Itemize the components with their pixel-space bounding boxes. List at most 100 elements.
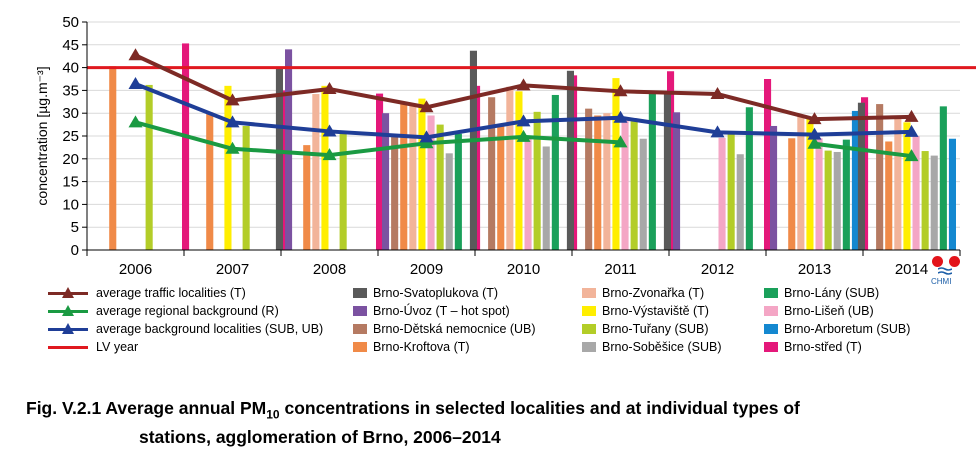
line-marker	[128, 48, 143, 61]
legend-label: LV year	[96, 340, 139, 354]
legend-column-averages: average traffic localities (T) average re…	[48, 284, 323, 356]
legend-triangle-marker	[62, 305, 74, 316]
y-tick-label: 45	[62, 37, 79, 54]
bar	[930, 155, 938, 250]
average-line	[814, 141, 912, 159]
legend-label: average background localities (SUB, UB)	[96, 322, 324, 336]
x-tick-label: 2013	[798, 261, 831, 278]
bar	[630, 121, 638, 251]
x-tick-label: 2014	[895, 261, 928, 278]
legend-line-swatch	[48, 339, 88, 355]
x-tick-label: 2011	[604, 261, 636, 278]
legend-column-stations-3: Brno-Lány (SUB) Brno-Lišeň (UB) Brno-Arbor…	[764, 284, 910, 356]
bar	[542, 146, 550, 250]
legend-item: Brno-Svatoplukova (T)	[353, 284, 536, 302]
legend-label: average traffic localities (T)	[96, 286, 246, 300]
bar	[912, 136, 920, 250]
line-marker	[419, 100, 434, 113]
bar	[663, 92, 671, 250]
bar	[815, 138, 823, 250]
line-marker	[128, 77, 143, 90]
legend-color-swatch	[353, 324, 367, 334]
bar	[603, 113, 611, 250]
bar	[445, 153, 453, 250]
bar	[497, 124, 505, 250]
y-tick-label: 25	[62, 128, 79, 145]
line-marker	[225, 115, 240, 128]
bar	[806, 116, 814, 251]
bar	[436, 124, 444, 250]
y-tick-label: 30	[62, 105, 79, 122]
line-marker	[904, 124, 919, 137]
line-marker	[807, 112, 822, 125]
bar	[948, 138, 956, 250]
legend-label: Brno-Lišeň (UB)	[784, 304, 874, 318]
legend-label: Brno-Výstaviště (T)	[602, 304, 709, 318]
legend-line-swatch	[48, 303, 88, 319]
legend-line-swatch	[48, 285, 88, 301]
legend-item: average regional background (R)	[48, 302, 323, 320]
caption-line-1: Fig. V.2.1 Average annual PM10 concentra…	[26, 397, 956, 426]
line-marker	[322, 124, 337, 137]
bar	[418, 98, 426, 250]
bar	[551, 94, 559, 251]
bar	[612, 78, 620, 250]
bar	[903, 122, 911, 250]
x-tick-label: 2007	[216, 261, 249, 278]
bar	[718, 137, 726, 250]
bar	[736, 154, 744, 250]
line-marker	[710, 87, 725, 100]
legend-item: Brno-Soběšice (SUB)	[582, 338, 722, 356]
bar	[857, 102, 865, 250]
legend-color-swatch	[582, 324, 596, 334]
chmi-logo: CHMI	[928, 256, 964, 286]
bar	[648, 93, 656, 250]
bar	[673, 112, 681, 251]
legend-triangle-marker	[62, 323, 74, 334]
bar	[921, 151, 929, 250]
bar	[339, 132, 347, 250]
line-marker	[419, 130, 434, 143]
x-tick-label: 2008	[313, 261, 346, 278]
y-tick-label: 35	[62, 82, 79, 99]
legend-color-swatch	[764, 306, 778, 316]
bar	[382, 113, 390, 250]
line-marker	[710, 125, 725, 138]
bar	[876, 104, 884, 250]
logo-dot-right	[949, 256, 960, 267]
legend-item: Brno-Arboretum (SUB)	[764, 320, 910, 338]
legend-label: Brno-Kroftova (T)	[373, 340, 470, 354]
legend-label: Brno-Arboretum (SUB)	[784, 322, 911, 336]
line-marker	[904, 149, 919, 162]
legend-color-swatch	[764, 288, 778, 298]
legend-item: average background localities (SUB, UB)	[48, 320, 323, 338]
legend-label: Brno-Zvonařka (T)	[602, 286, 705, 300]
bar	[594, 115, 602, 250]
bar	[770, 125, 778, 250]
line-marker	[322, 82, 337, 95]
bar	[400, 103, 408, 250]
line-marker	[225, 141, 240, 154]
bar	[303, 145, 311, 250]
legend-item: LV year	[48, 338, 323, 356]
bar	[824, 150, 832, 250]
logo-dot-left	[932, 256, 943, 267]
legend-item: Brno-Zvonařka (T)	[582, 284, 722, 302]
line-marker	[613, 84, 628, 97]
caption-prefix: Fig. V.2.1 Average annual PM	[26, 398, 267, 418]
bar	[833, 151, 841, 250]
legend-label: Brno-Svatoplukova (T)	[373, 286, 499, 300]
bar	[533, 111, 541, 250]
bar	[321, 85, 329, 250]
line-marker	[807, 136, 822, 149]
average-line	[134, 120, 621, 158]
x-tick-label: 2006	[119, 261, 152, 278]
line-marker	[613, 110, 628, 123]
bar	[285, 49, 293, 250]
caption-rest: concentrations in selected localities an…	[279, 398, 800, 418]
legend-item: Brno-Kroftova (T)	[353, 338, 536, 356]
bar	[939, 106, 947, 250]
line-marker	[516, 78, 531, 91]
legend-triangle-marker	[62, 287, 74, 298]
line-marker	[516, 114, 531, 127]
